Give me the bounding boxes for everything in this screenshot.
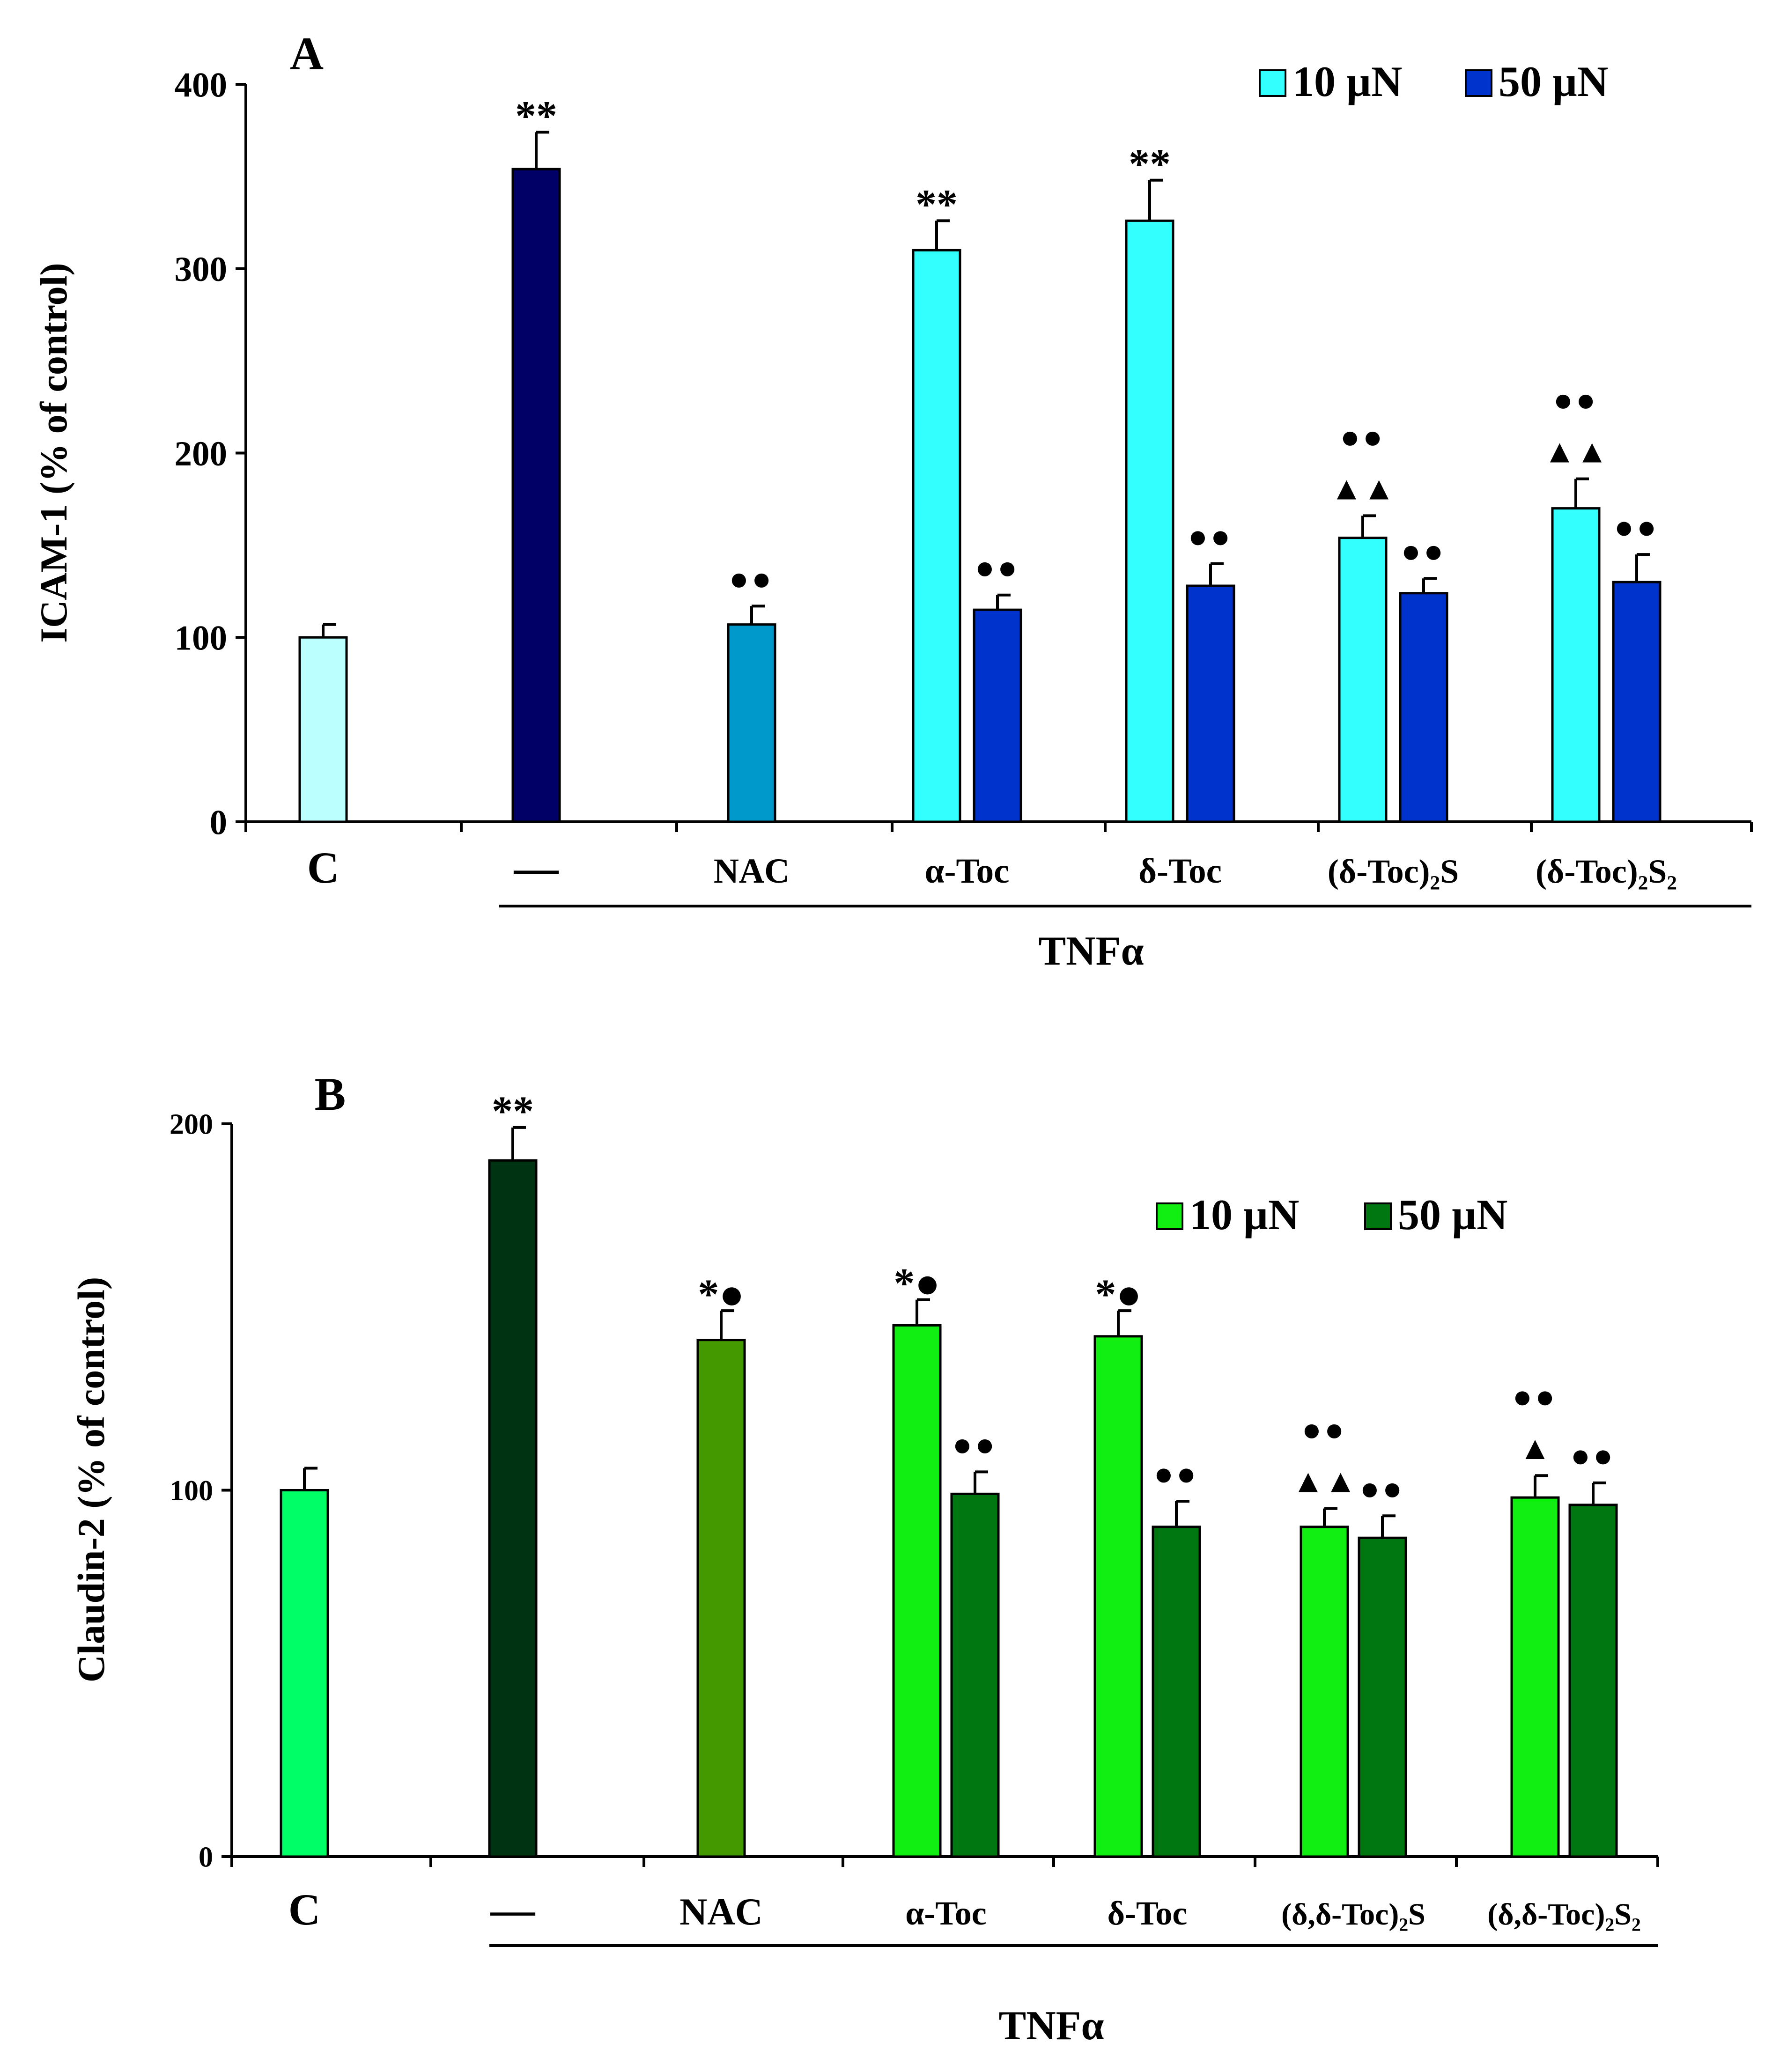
significance-mark: ** [916, 181, 958, 228]
significance-mark: ●● [1360, 1471, 1405, 1507]
bar [1125, 219, 1174, 823]
bar [1568, 1504, 1618, 1858]
significance-mark: ** [515, 93, 557, 139]
bar [950, 1492, 1000, 1858]
bars: ***● *●●●*●●● ▲▲●●●●▲●●●● [280, 1088, 1618, 1858]
bar [1399, 592, 1448, 823]
significance-mark: ●● [1302, 1412, 1347, 1448]
significance-mark: ●● [953, 1427, 998, 1463]
significance-mark: ●● [1340, 419, 1386, 455]
y-tick-label: 100 [175, 619, 228, 658]
significance-mark: ●● [1401, 533, 1447, 569]
significance-mark: ●● [1553, 383, 1599, 419]
bar [973, 608, 1022, 823]
tnf-group-label: TNFα [1038, 929, 1144, 974]
y-tick-label: 200 [170, 1109, 213, 1141]
bar [727, 623, 776, 823]
bar [1510, 1496, 1560, 1858]
x-tick-label: α-Toc [905, 1895, 987, 1932]
x-ticks: C — NAC α-Toc δ-Toc (δ,δ-Toc)₂S (δ,δ-Toc)₂S₂ [230, 1857, 1659, 1934]
x-tick-label: δ-Toc [1108, 1895, 1188, 1932]
significance-mark: ●● [1571, 1438, 1616, 1474]
x-ticks: C — NAC α-Toc δ-Toc (δ-Toc)₂S (δ-Toc)₂S₂ [244, 822, 1753, 892]
y-tick-label: 100 [170, 1475, 213, 1507]
significance-mark: ▲▲ [1292, 1464, 1357, 1500]
bar [298, 636, 348, 823]
legend-swatch-50 [1364, 1202, 1392, 1230]
x-tick-label: — [490, 1885, 536, 1934]
significance-mark: *● [698, 1271, 744, 1318]
significance-mark: *● [894, 1261, 940, 1307]
significance-mark: ●● [975, 550, 1020, 586]
x-tick-label: NAC [679, 1890, 763, 1933]
tnf-group-label: TNFα [998, 2003, 1104, 2049]
bar [1186, 584, 1235, 823]
bar [511, 168, 561, 823]
significance-mark: ** [1129, 141, 1171, 187]
significance-mark: ▲▲ [1330, 471, 1396, 507]
y-ticks: 0 100 200 [170, 1109, 232, 1873]
panel-a: A ICAM-1 (% of control) TNFα 10 µN 50 µN… [32, 28, 1753, 974]
significance-mark: *● [1095, 1271, 1141, 1318]
x-tick-label: NAC [714, 852, 790, 891]
legend-swatch-10 [1259, 69, 1286, 97]
x-tick-label: C [288, 1885, 321, 1934]
legend-swatch-10 [1156, 1202, 1183, 1230]
bars: **●●**●●**●●▲▲●●●●▲▲●●●● [298, 93, 1662, 823]
significance-mark: ●● [1188, 519, 1233, 555]
panel-b: B Claudin-2 (% of control) TNFα 10 µN 50… [70, 1068, 1659, 2049]
x-tick-label: (δ-Toc)₂S [1328, 853, 1459, 890]
y-axis-label: ICAM-1 (% of control) [32, 263, 75, 642]
significance-mark: ●● [729, 561, 775, 597]
bar [488, 1159, 538, 1858]
significance-mark: ●● [1513, 1379, 1558, 1415]
legend-swatch-50 [1465, 69, 1492, 97]
bar [912, 249, 961, 823]
y-axis-label: Claudin-2 (% of control) [70, 1277, 112, 1682]
bar [1300, 1526, 1349, 1858]
bar [280, 1489, 329, 1858]
significance-mark: ** [492, 1088, 534, 1135]
x-tick-label: — [514, 843, 559, 892]
x-tick-label: (δ,δ-Toc)₂S [1281, 1897, 1425, 1932]
bar [1338, 537, 1388, 823]
x-tick-label: (δ,δ-Toc)₂S₂ [1487, 1897, 1641, 1932]
y-ticks: 0 100 200 300 400 [175, 66, 246, 842]
bar [1093, 1335, 1143, 1858]
x-tick-label: C [307, 843, 340, 892]
bar [892, 1324, 942, 1858]
y-tick-label: 300 [175, 250, 228, 289]
panel-label: B [315, 1068, 346, 1120]
x-tick-label: α-Toc [925, 852, 1010, 891]
significance-mark: ●● [1154, 1456, 1199, 1492]
legend-label-50: 50 µN [1499, 58, 1608, 105]
legend-label-10: 10 µN [1189, 1191, 1299, 1239]
legend-label-10: 10 µN [1292, 58, 1402, 105]
panel-label: A [290, 28, 324, 80]
significance-mark: ▲▲ [1543, 434, 1609, 470]
legend: 10 µN 50 µN [1259, 58, 1608, 105]
significance-mark: ▲ [1519, 1430, 1551, 1467]
bar [1612, 581, 1662, 823]
legend-label-50: 50 µN [1398, 1191, 1507, 1239]
significance-mark: ●● [1614, 509, 1660, 546]
bar [1152, 1526, 1201, 1858]
y-tick-label: 0 [210, 803, 228, 842]
x-tick-label: (δ-Toc)₂S₂ [1536, 853, 1677, 890]
y-tick-label: 400 [175, 66, 228, 104]
y-tick-label: 200 [175, 435, 228, 473]
bar [696, 1339, 746, 1858]
x-tick-label: δ-Toc [1138, 852, 1222, 891]
y-tick-label: 0 [199, 1842, 213, 1873]
bar [1358, 1536, 1407, 1858]
legend: 10 µN 50 µN [1156, 1191, 1507, 1239]
bar [1551, 507, 1601, 823]
